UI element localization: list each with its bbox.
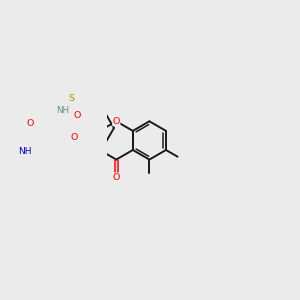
Text: NH: NH (18, 147, 31, 156)
Text: O: O (27, 119, 34, 128)
Text: O: O (70, 133, 78, 142)
Text: NH: NH (56, 106, 69, 116)
Text: S: S (68, 94, 74, 103)
Text: O: O (112, 173, 120, 182)
Text: O: O (112, 117, 120, 126)
Text: O: O (74, 110, 81, 119)
